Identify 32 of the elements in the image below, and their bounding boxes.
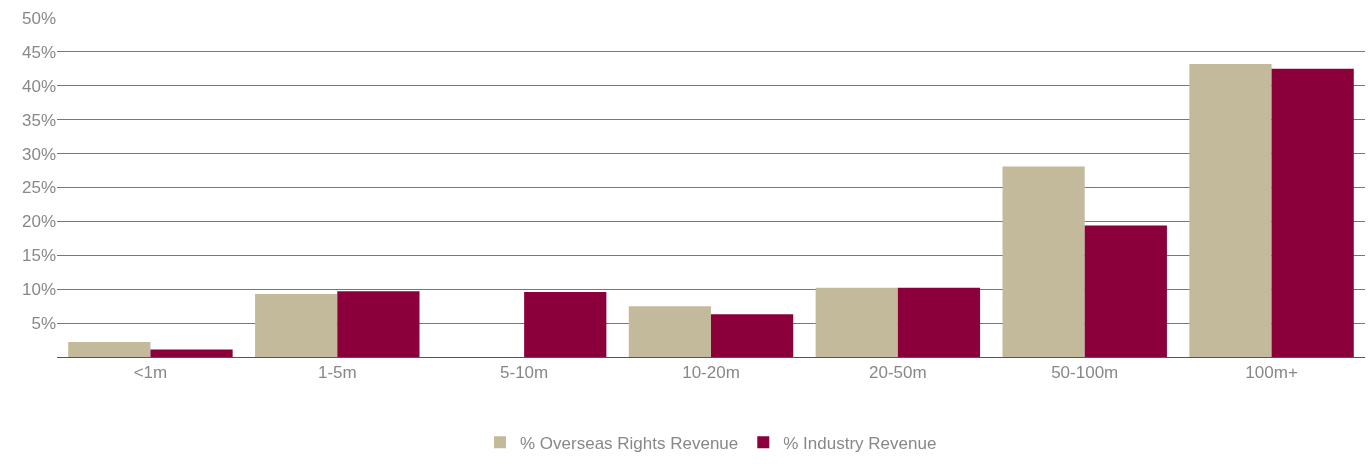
x-tick-label: 50-100m (1051, 363, 1119, 383)
legend-label: % Industry Revenue (783, 433, 937, 453)
bar (897, 287, 981, 357)
bar (1189, 64, 1272, 357)
y-tick-label: 40% (21, 76, 56, 96)
bar (1002, 166, 1085, 357)
x-tick-label: 100m+ (1245, 363, 1298, 383)
y-tick-label: 5% (31, 314, 56, 334)
bar (628, 306, 711, 357)
y-tick-label: 25% (21, 178, 56, 198)
bar (337, 291, 420, 357)
bar (68, 342, 151, 357)
bar (1084, 225, 1167, 357)
bar (815, 287, 898, 357)
bar (524, 291, 607, 357)
y-tick-label: 50% (21, 8, 56, 28)
y-tick-label: 45% (21, 42, 56, 62)
y-tick-label: 30% (21, 144, 56, 164)
legend-label: % Overseas Rights Revenue (520, 433, 739, 453)
bar (1271, 68, 1354, 357)
y-tick-label: 10% (21, 280, 56, 300)
bar (711, 314, 794, 357)
x-tick-label: 5-10m (500, 363, 549, 383)
x-tick-label: 1-5m (317, 363, 357, 383)
y-tick-label: 20% (21, 212, 56, 232)
bar (150, 349, 233, 357)
y-tick-label: 15% (21, 246, 56, 266)
x-tick-label: 10-20m (682, 363, 740, 383)
x-tick-label: 20-50m (869, 363, 927, 383)
bar (255, 293, 338, 357)
y-tick-label: 35% (21, 110, 56, 130)
x-tick-label: <1m (133, 363, 168, 383)
